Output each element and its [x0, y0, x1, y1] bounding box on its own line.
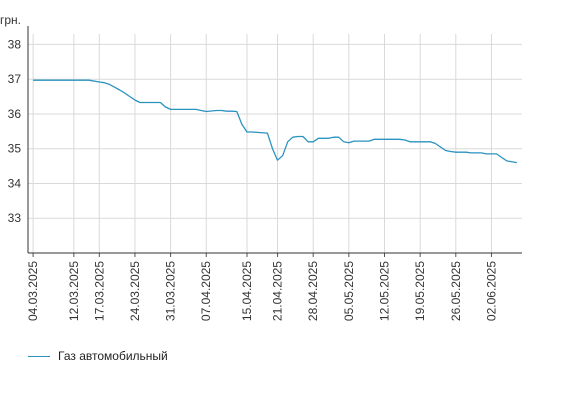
y-tick-label: 34 [8, 176, 22, 190]
series-layer [33, 79, 518, 164]
legend-swatch [28, 355, 50, 357]
y-tick-label: 33 [8, 211, 22, 225]
gridlines [28, 34, 522, 253]
x-tick-label: 26.05.2025 [449, 261, 463, 321]
x-tick-label: 02.06.2025 [484, 261, 498, 321]
y-tick-label: 36 [8, 107, 22, 121]
x-tick-label: 12.03.2025 [67, 261, 81, 321]
x-tick-label: 07.04.2025 [199, 261, 213, 321]
x-tick-label: 17.03.2025 [92, 261, 106, 321]
x-tick-label: 05.05.2025 [342, 261, 356, 321]
y-axis-label: грн. [0, 13, 21, 27]
x-tick-label: 19.05.2025 [413, 261, 427, 321]
legend: Газ автомобильный [28, 349, 168, 363]
x-tick-label: 24.03.2025 [128, 261, 142, 321]
y-tick-label: 37 [8, 72, 22, 86]
x-tick-label: 04.03.2025 [26, 261, 40, 321]
x-tick-label: 21.04.2025 [271, 261, 285, 321]
x-tick-label: 12.05.2025 [377, 261, 391, 321]
x-tick-label: 31.03.2025 [164, 261, 178, 321]
y-tick-label: 38 [8, 37, 22, 51]
y-tick-label: 35 [8, 142, 22, 156]
x-tick-label: 28.04.2025 [306, 261, 320, 321]
axes: грн. 33 34 35 36 37 38 04.03.2025 12.03.2025 17.… [0, 13, 522, 321]
x-tick-label: 15.04.2025 [240, 261, 254, 321]
legend-label: Газ автомобильный [58, 349, 168, 363]
series-line [33, 79, 518, 164]
